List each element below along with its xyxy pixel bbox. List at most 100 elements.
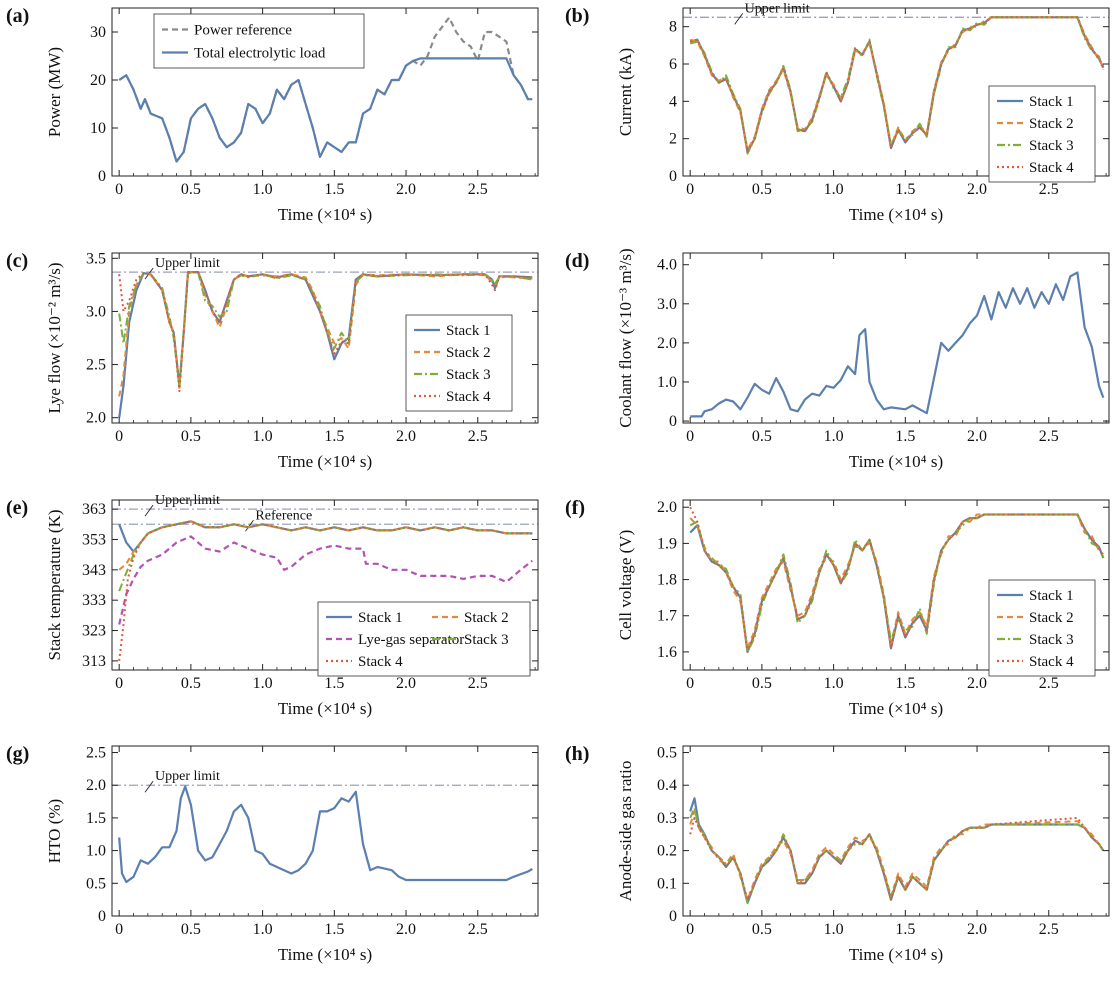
x-tick-label: 1.0 <box>824 675 844 692</box>
y-tick-label: 343 <box>82 562 106 579</box>
y-tick-label: 30 <box>90 24 106 41</box>
legend-label: Stack 1 <box>446 323 491 339</box>
y-axis-title: HTO (%) <box>45 799 64 863</box>
x-tick-label: 1.0 <box>253 921 273 938</box>
y-axis-title: Anode-side gas ratio <box>616 761 635 902</box>
x-tick-label: 0 <box>686 428 694 445</box>
x-tick-label: 2.0 <box>396 921 416 938</box>
series-line <box>689 16 1105 153</box>
y-tick-label: 1.0 <box>86 843 106 860</box>
y-tick-label: 333 <box>82 592 106 609</box>
y-tick-label: 3.0 <box>86 303 106 320</box>
panel-e: (e) Upper limit Reference 0 0.5 1.0 1.5 2.0 2.5 3… <box>6 493 539 718</box>
plot-frame <box>682 252 1110 424</box>
y-tick-label: 2.0 <box>86 410 106 427</box>
y-tick-label: 1.5 <box>86 810 106 827</box>
panel-g: (g) Upper limit 0 0.5 1.0 1.5 2.0 2.5 0 0.5 1.0 1.5… <box>6 743 539 964</box>
x-tick-label: 2.5 <box>1039 675 1059 692</box>
legend-box <box>317 601 531 677</box>
x-tick-label: 0 <box>686 181 694 198</box>
legend: Stack 1 Stack 2 Stack 3 Stack 4 <box>405 314 513 412</box>
y-tick-label: 8 <box>669 19 677 36</box>
x-tick-label: 1.5 <box>324 428 344 445</box>
x-tick-label: 2.0 <box>396 428 416 445</box>
legend-label: Stack 4 <box>446 389 491 405</box>
series-line <box>118 785 533 884</box>
annotation-leader <box>734 13 744 25</box>
series-line <box>118 520 533 553</box>
legend-box <box>153 13 365 69</box>
y-tick-label: 2.0 <box>86 777 106 794</box>
panel-label: (c) <box>6 250 28 272</box>
plot-frame <box>111 252 539 424</box>
legend-label: Stack 3 <box>1029 632 1074 648</box>
x-axis-title: Time (×10⁴ s) <box>849 945 943 964</box>
legend: Stack 1 Stack 2 Stack 3 Stack 4 <box>988 579 1096 677</box>
x-axis-title: Time (×10⁴ s) <box>278 205 372 224</box>
x-tick-label: 0 <box>115 181 123 198</box>
panel-f: (f) 0 0.5 1.0 1.5 2.0 2.5 1.6 1.7 1.8 1.9 2.0 Time (… <box>565 497 1110 718</box>
x-tick-label: 1.0 <box>253 181 273 198</box>
y-tick-label: 3.0 <box>657 296 677 313</box>
panel-a: (a) 0 0.5 1.0 1.5 2.0 2.5 0 10 20 30 Time (×10⁴ s) P… <box>6 5 539 224</box>
y-tick-label: 6 <box>669 56 677 73</box>
x-tick-label: 0 <box>686 675 694 692</box>
annotation-leader <box>144 504 154 517</box>
x-tick-label: 0 <box>115 675 123 692</box>
legend-label: Lye-gas separator <box>358 632 464 648</box>
y-tick-label: 2.5 <box>86 357 106 374</box>
series-line <box>118 520 533 592</box>
y-tick-label: 1.0 <box>657 374 677 391</box>
y-axis-title: Coolant flow (×10⁻³ m³/s) <box>616 248 635 427</box>
legend: Power reference Total electrolytic load <box>153 13 365 69</box>
x-tick-label: 2.5 <box>468 428 488 445</box>
y-tick-label: 323 <box>82 623 106 640</box>
x-tick-label: 2.5 <box>1039 921 1059 938</box>
y-tick-label: 0.5 <box>657 745 677 762</box>
y-tick-label: 2 <box>669 131 677 148</box>
y-tick-label: 0.5 <box>86 875 106 892</box>
y-tick-label: 0 <box>98 168 106 185</box>
plot-frame <box>111 7 539 177</box>
series-line <box>118 271 533 387</box>
series-line <box>690 271 1105 418</box>
x-tick-label: 2.0 <box>967 675 987 692</box>
x-tick-label: 2.0 <box>967 921 987 938</box>
y-tick-label: 20 <box>90 72 106 89</box>
y-tick-label: 313 <box>82 653 106 670</box>
panel-label: (d) <box>565 250 589 272</box>
x-tick-label: 1.5 <box>324 675 344 692</box>
limit-label: Reference <box>255 508 312 523</box>
x-tick-label: 2.0 <box>967 428 987 445</box>
y-tick-label: 1.8 <box>657 572 677 589</box>
x-tick-label: 0 <box>115 921 123 938</box>
series-line <box>689 807 1105 904</box>
y-tick-label: 3.5 <box>86 250 106 267</box>
plot-frame <box>111 745 539 917</box>
series-line <box>689 506 1105 653</box>
y-tick-label: 1.6 <box>657 644 677 661</box>
x-tick-label: 1.0 <box>253 428 273 445</box>
y-tick-label: 0 <box>669 413 677 430</box>
panel-c: (c) Upper limit 0 0.5 1.0 1.5 2.0 2.5 2.0 2.5 3.0 3… <box>6 250 539 471</box>
series-line <box>118 520 533 662</box>
y-tick-label: 0.1 <box>657 875 677 892</box>
limit-label: Upper limit <box>155 256 220 271</box>
panel-label: (a) <box>6 5 29 27</box>
x-tick-label: 0.5 <box>752 921 772 938</box>
y-tick-label: 0 <box>669 168 677 185</box>
x-tick-label: 1.0 <box>824 921 844 938</box>
series-line <box>118 271 533 393</box>
x-tick-label: 0.5 <box>752 181 772 198</box>
plot-frame <box>682 7 1110 177</box>
x-tick-label: 1.0 <box>824 181 844 198</box>
legend-label: Stack 1 <box>1029 94 1074 110</box>
legend-label: Stack 3 <box>1029 138 1074 154</box>
y-tick-label: 0.4 <box>657 777 677 794</box>
x-tick-label: 0.5 <box>181 675 201 692</box>
x-tick-label: 1.5 <box>895 181 915 198</box>
y-tick-label: 2.0 <box>657 499 677 516</box>
legend-label: Stack 2 <box>1029 610 1074 626</box>
panel-b: (b) Upper limit 0 0.5 1.0 1.5 2.0 2.5 0 2 4 6 8 Time … <box>565 1 1110 224</box>
y-tick-label: 4.0 <box>657 257 677 274</box>
